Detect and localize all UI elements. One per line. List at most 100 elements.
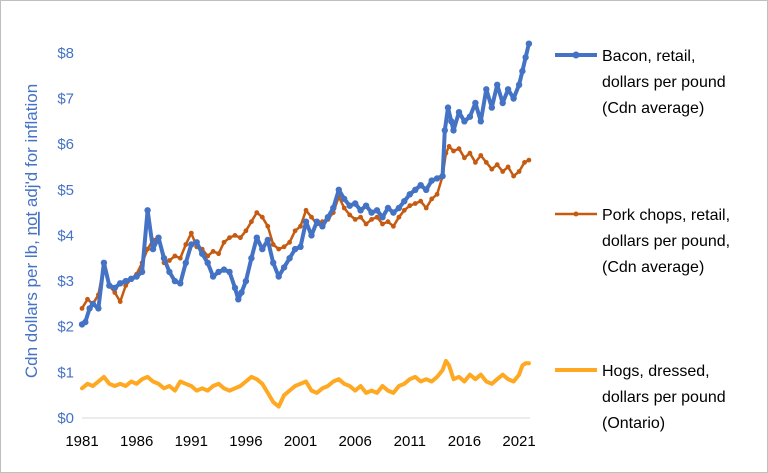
data-point [466,113,474,120]
legend-label: Pork chops, retail, [602,207,730,224]
x-tick-label: 1986 [120,433,153,450]
data-point [177,280,184,287]
data-point [384,204,392,212]
y-axis-title-part-1: Cdn dollars per lb, [22,235,41,378]
data-point [172,253,178,259]
data-point [117,299,123,304]
data-point [346,202,353,209]
legend-item-hogs: Hogs, dressed, dollars per pound (Ontario) [555,363,726,432]
data-point [448,118,455,125]
y-tick-label: $2 [57,319,74,336]
series-bacon [78,40,533,328]
data-point [177,255,183,261]
data-point [243,228,249,234]
data-point [488,104,495,111]
data-point [461,118,468,125]
data-point [423,186,430,193]
data-point [505,164,511,170]
data-point [391,223,396,229]
data-point [352,217,358,222]
data-point [379,214,386,221]
data-point [499,99,506,107]
data-point [401,198,408,205]
data-point [248,255,255,262]
data-point [390,209,397,216]
x-tick-label: 1981 [65,433,98,450]
data-point [441,127,448,134]
data-point [472,99,479,107]
data-point [297,243,304,250]
data-point [483,160,489,165]
data-point [516,169,522,174]
data-point [112,290,118,295]
series-layer [78,40,533,409]
y-tick-label: $4 [57,227,74,244]
data-point [477,118,484,125]
data-point [249,219,254,225]
data-point [226,268,233,276]
data-point [451,148,456,154]
data-point [428,177,435,184]
data-point [357,207,364,214]
x-tick-label: 1991 [175,433,208,450]
data-point [188,230,194,236]
data-point [455,109,463,116]
legend-label: (Cdn average) [602,259,704,276]
data-point [483,86,490,93]
data-point [494,162,500,168]
data-point [221,239,227,245]
data-point [144,207,151,214]
data-point [182,259,189,266]
series-line-bacon [80,41,531,327]
data-point [145,246,151,252]
data-point [231,284,239,292]
data-point [79,306,85,311]
data-point [265,223,271,229]
data-point [417,182,424,189]
data-point [291,245,299,253]
data-point [264,236,271,244]
y-axis-title: Cdn dollars per lb, not adj'd for inflat… [22,84,41,378]
data-point [95,305,102,312]
data-point [446,144,452,149]
data-point [276,246,282,252]
data-point [401,207,407,213]
data-point [303,207,309,213]
data-point [232,233,238,238]
data-point [467,150,473,156]
data-point [123,283,129,288]
legend-label: Bacon, retail, [602,48,695,65]
data-point [122,277,129,285]
data-point [515,81,523,89]
data-point [215,268,222,276]
data-point [85,296,90,302]
data-point [82,318,89,326]
data-point [412,201,418,206]
data-point [188,241,195,248]
data-point [238,289,245,296]
data-point [286,255,293,262]
data-point [489,166,495,172]
data-point [358,214,363,220]
data-point [259,214,265,220]
data-point [160,255,168,262]
y-axis-title-part-3: adj'd for inflation [22,84,41,212]
data-point [242,277,250,285]
x-tick-label: 2001 [284,433,317,450]
data-point [525,40,533,47]
y-tick-label: $6 [57,136,74,153]
data-point [369,217,374,222]
data-point [270,259,277,266]
data-point [522,160,527,165]
data-point [227,235,232,241]
series-hogs [80,358,531,409]
data-point [302,218,310,225]
legend-item-bacon: Bacon, retail, dollars per pound (Cdn aver… [555,48,726,117]
data-point [254,210,260,216]
data-point [352,200,359,207]
data-point [292,228,298,234]
data-point [281,244,287,250]
data-point [86,305,93,312]
data-point [418,198,424,204]
y-tick-label: $7 [57,90,74,107]
